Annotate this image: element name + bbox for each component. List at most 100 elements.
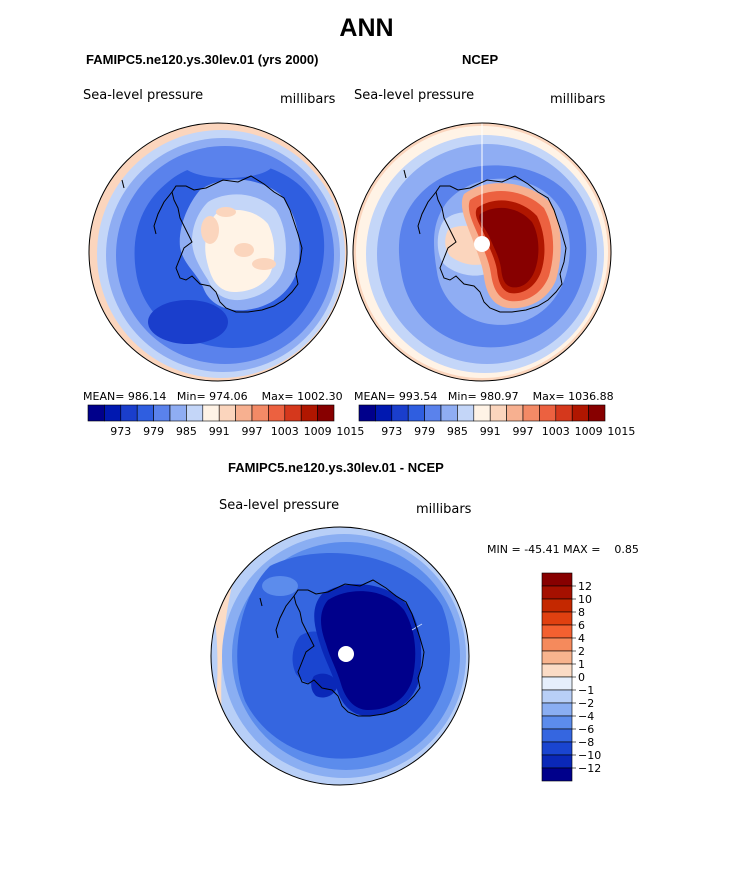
diff-colorbar-tick-label: 1: [578, 658, 585, 671]
diff-colorbar-tick-label: −4: [578, 710, 594, 723]
model-colorbar-tick-label: 1009: [304, 425, 332, 438]
diff-colorbar-box: [541, 637, 573, 652]
model-variable-label: Sea-level pressure: [83, 88, 204, 103]
diff-colorbar-box: [541, 741, 573, 756]
obs-panel-title: NCEP: [462, 52, 499, 67]
obs-stats: MEAN= 993.54 Min= 980.97 Max= 1036.88: [354, 390, 614, 403]
diff-colorbar-tick-label: −6: [578, 723, 594, 736]
model-colorbar-box: [153, 404, 171, 422]
model-min-value: 974.06: [209, 390, 248, 403]
obs-units-label: millibars: [550, 92, 606, 107]
obs-colorbar-box: [391, 404, 409, 422]
diff-colorbar-box: [541, 715, 573, 730]
obs-colorbar-box: [424, 404, 442, 422]
obs-colorbar: 973 979 985 991 997 1003 1009 1015: [358, 404, 635, 438]
diff-colorbar-tick-label: −2: [578, 697, 594, 710]
model-colorbar-tick-label: 973: [110, 425, 131, 438]
obs-colorbar-box: [588, 404, 606, 422]
diff-colorbar-tick-label: −10: [578, 749, 601, 762]
obs-max-label: Max=: [532, 390, 565, 403]
obs-colorbar-box: [375, 404, 393, 422]
model-colorbar-tick-label: 1003: [271, 425, 299, 438]
diff-colorbar-tick-label: 6: [578, 619, 585, 632]
obs-colorbar-tick-label: 985: [447, 425, 468, 438]
diff-colorbar-tick-label: 12: [578, 580, 592, 593]
obs-min-label: Min=: [447, 390, 477, 403]
obs-colorbar-box: [539, 404, 557, 422]
diff-colorbar-box: [541, 728, 573, 743]
diff-colorbar-box: [541, 650, 573, 665]
diff-colorbar-box: [541, 611, 573, 626]
obs-colorbar-box: [440, 404, 458, 422]
model-colorbar-box: [169, 404, 187, 422]
obs-mean-value: 993.54: [398, 390, 438, 403]
model-colorbar-tick-label: 991: [209, 425, 230, 438]
diff-colorbar-tick-label: 4: [578, 632, 585, 645]
main-title: ANN: [339, 14, 394, 42]
obs-colorbar-tick-label: 991: [480, 425, 501, 438]
diff-colorbar-box: [541, 702, 573, 717]
model-mean-label: MEAN=: [83, 390, 125, 403]
diff-colorbar-box: [541, 676, 573, 691]
obs-polar-map: [352, 122, 612, 382]
model-colorbar-tick-label: 1015: [336, 425, 364, 438]
obs-colorbar-tick-label: 973: [381, 425, 402, 438]
diff-colorbar-tick-label: 10: [578, 593, 592, 606]
diff-colorbar-box: [541, 663, 573, 678]
obs-colorbar-box: [489, 404, 507, 422]
diff-colorbar-box: [541, 754, 573, 769]
diff-colorbar-tick-label: 0: [578, 671, 585, 684]
diff-units-label: millibars: [416, 502, 472, 517]
model-units-label: millibars: [280, 92, 336, 107]
model-colorbar-box: [104, 404, 122, 422]
diff-stats: MIN = -45.41 MAX = 0.85: [487, 543, 639, 556]
diff-colorbar-box: [541, 585, 573, 600]
model-max-value: 1002.30: [297, 390, 343, 403]
obs-colorbar-tick-label: 979: [414, 425, 435, 438]
obs-colorbar-tick-label: 1003: [542, 425, 570, 438]
obs-colorbar-box: [555, 404, 573, 422]
model-mean-value: 986.14: [127, 390, 167, 403]
diff-colorbar-box: [541, 572, 573, 587]
obs-colorbar-box: [358, 404, 376, 422]
model-colorbar-box: [268, 404, 286, 422]
diff-colorbar-tick-label: 8: [578, 606, 585, 619]
diff-polar-map: [210, 526, 470, 786]
obs-mean-label: MEAN=: [354, 390, 396, 403]
model-colorbar-box: [300, 404, 318, 422]
obs-colorbar-tick-label: 1015: [607, 425, 635, 438]
obs-variable-label: Sea-level pressure: [354, 88, 475, 103]
model-panel-title: FAMIPC5.ne120.ys.30lev.01 (yrs 2000): [86, 52, 319, 67]
diff-min-label: MIN =: [487, 543, 521, 556]
model-colorbar-tick-label: 985: [176, 425, 197, 438]
model-colorbar-box: [218, 404, 236, 422]
obs-max-value: 1036.88: [568, 390, 614, 403]
model-min-label: Min=: [176, 390, 206, 403]
diff-colorbar-tick-label: −8: [578, 736, 594, 749]
obs-colorbar-box: [506, 404, 524, 422]
obs-colorbar-box: [407, 404, 425, 422]
model-colorbar-box: [202, 404, 220, 422]
obs-min-value: 980.97: [480, 390, 519, 403]
model-colorbar-box: [87, 404, 105, 422]
model-colorbar-box: [235, 404, 253, 422]
model-colorbar: 973 979 985 991 997 1003 1009 1015: [87, 404, 364, 438]
diff-panel-title: FAMIPC5.ne120.ys.30lev.01 - NCEP: [228, 460, 444, 475]
model-colorbar-tick-label: 979: [143, 425, 164, 438]
diff-min-value: -45.41: [524, 543, 560, 556]
diff-colorbar-box: [541, 689, 573, 704]
obs-colorbar-tick-label: 1009: [575, 425, 603, 438]
model-max-label: Max=: [261, 390, 294, 403]
obs-colorbar-box: [522, 404, 540, 422]
diff-colorbar-tick-label: −1: [578, 684, 594, 697]
diff-colorbar-box: [541, 598, 573, 613]
model-colorbar-box: [120, 404, 138, 422]
model-colorbar-box: [186, 404, 204, 422]
model-colorbar-tick-label: 997: [242, 425, 263, 438]
diff-colorbar-box: [541, 767, 573, 782]
model-colorbar-box: [136, 404, 154, 422]
obs-colorbar-box: [457, 404, 475, 422]
model-colorbar-box: [284, 404, 302, 422]
model-colorbar-box: [251, 404, 269, 422]
